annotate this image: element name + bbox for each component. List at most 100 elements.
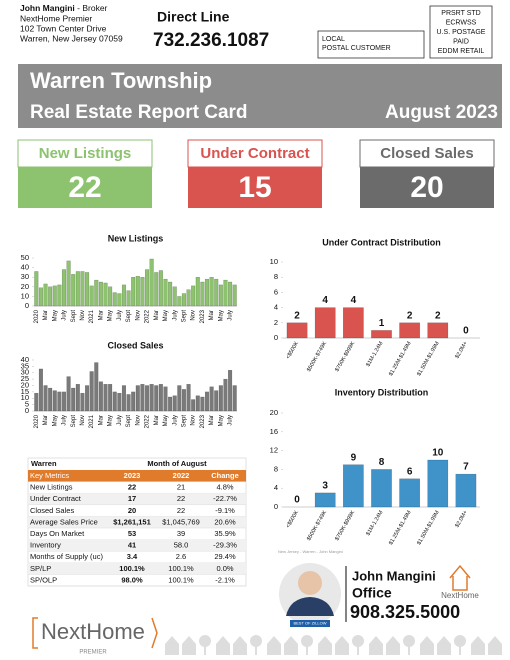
y-tick-label: 8 (274, 464, 278, 473)
y-tick-label: 10 (270, 257, 278, 266)
bar (172, 286, 177, 307)
y-tick-label: 4 (274, 483, 278, 492)
table-cell: $1,045,769 (162, 517, 200, 526)
x-tick-label: Mar (98, 310, 104, 320)
chart-title: Under Contract Distribution (322, 237, 441, 247)
bar (195, 277, 200, 307)
x-tick-label: July (228, 415, 234, 426)
bar (232, 385, 237, 412)
row-band (28, 539, 246, 552)
card-body (360, 167, 494, 208)
postal-text: LOCAL (322, 36, 345, 43)
bar (209, 386, 214, 412)
tree (403, 635, 415, 647)
bar (140, 384, 145, 412)
table-cell: -9.1% (215, 506, 235, 515)
bar (80, 271, 85, 307)
bar (399, 322, 420, 339)
street: 102 Town Center Drive (20, 23, 107, 33)
card-header (359, 139, 495, 168)
table-cell: 2.6 (176, 552, 186, 561)
x-tick-label: 2023 (200, 309, 206, 323)
bar (149, 384, 154, 412)
x-tick-label: Nov (135, 415, 141, 426)
house (165, 636, 179, 655)
table-cell: 100.1% (168, 575, 194, 584)
x-tick-label: Mar (209, 310, 215, 320)
y-tick-label: 0 (25, 301, 29, 310)
banner-town: Warren Township (30, 68, 212, 93)
bar (89, 371, 94, 412)
y-tick-label: 0 (25, 406, 29, 415)
table-title: Warren (31, 459, 57, 468)
bar (38, 368, 43, 412)
y-tick-label: 10 (21, 291, 29, 300)
bar (399, 478, 420, 508)
tree (306, 645, 308, 655)
data-label: 4 (351, 295, 357, 306)
bar (89, 285, 94, 307)
bar (144, 269, 150, 307)
postage-text: PRSRT STD (441, 10, 480, 17)
data-label: 0 (294, 495, 300, 506)
table-cell: 22 (177, 506, 185, 515)
x-tick-label: Mar (154, 310, 160, 320)
table-cell: Inventory (30, 541, 61, 550)
house (369, 636, 383, 655)
bar (52, 390, 57, 412)
bar (172, 395, 177, 412)
x-tick-label: Mar (154, 415, 160, 425)
x-tick-label: $1.25M-$1.49M (388, 340, 413, 377)
card-label: New Listings (39, 145, 132, 162)
bar (98, 281, 103, 307)
table-cell: 41 (128, 541, 136, 550)
data-label: 2 (294, 310, 300, 321)
house (420, 636, 434, 655)
x-tick-label: July (172, 310, 178, 321)
x-tick-label: Sept (126, 310, 132, 323)
bar (228, 281, 233, 307)
table-cell: 4.8% (216, 483, 233, 492)
table-cell: SP/OLP (30, 575, 57, 584)
bar (427, 459, 449, 508)
bar (117, 293, 122, 307)
badge (290, 620, 330, 627)
y-tick-label: 35 (21, 361, 29, 370)
bar (191, 285, 196, 307)
bar (71, 387, 76, 412)
bar (214, 278, 219, 307)
data-label: 4 (322, 295, 328, 306)
bar (232, 284, 237, 307)
bar (52, 285, 57, 307)
card-value: 20 (410, 171, 443, 204)
x-tick-label: May (108, 310, 114, 321)
x-tick-label: $500K-$749K (306, 340, 328, 372)
agent-photo (298, 571, 322, 595)
logo-bracket (32, 617, 158, 649)
y-tick-label: 0 (274, 502, 278, 511)
tree (204, 645, 206, 655)
data-label: 7 (463, 462, 469, 473)
bar (163, 278, 168, 307)
x-tick-label: July (117, 415, 123, 426)
y-tick-label: 15 (21, 387, 29, 396)
house (335, 636, 349, 655)
x-tick-label: May (52, 415, 58, 426)
banner (18, 64, 502, 128)
table-head (28, 470, 246, 482)
bar (195, 395, 200, 412)
tree (250, 635, 262, 647)
table-cell: 35.9% (214, 529, 236, 538)
x-tick-label: Sept (182, 310, 188, 323)
bar (57, 284, 62, 307)
bar (140, 277, 145, 307)
table-cell: 53 (128, 529, 136, 538)
y-tick-label: 10 (21, 393, 29, 402)
bar (314, 307, 336, 339)
postal-text: POSTAL CUSTOMER (322, 45, 391, 52)
bar (61, 269, 67, 307)
x-tick-label: Nov (191, 310, 197, 321)
banner-period: August 2023 (385, 102, 498, 123)
bar (204, 391, 210, 412)
